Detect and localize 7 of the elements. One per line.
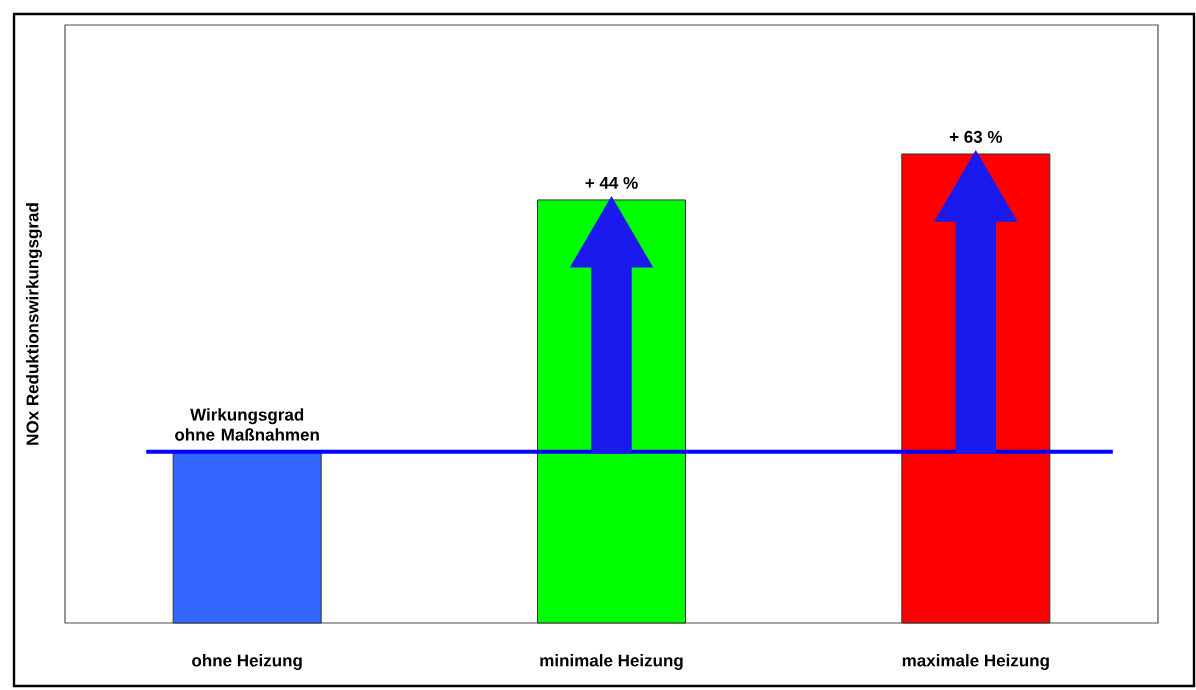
x-tick-label: maximale Heizung: [902, 654, 1049, 670]
ref-line-label: Wirkungsgrad ohne Maßnahmen: [175, 408, 319, 441]
y-axis-title: NOx Reduktionswirkungsgrad: [26, 203, 42, 445]
x-tick-label: ohne Heizung: [192, 654, 302, 670]
x-tick-label: minimale Heizung: [540, 654, 683, 670]
annotation: + 63 %: [949, 130, 1003, 143]
annotation: + 44 %: [585, 176, 638, 189]
